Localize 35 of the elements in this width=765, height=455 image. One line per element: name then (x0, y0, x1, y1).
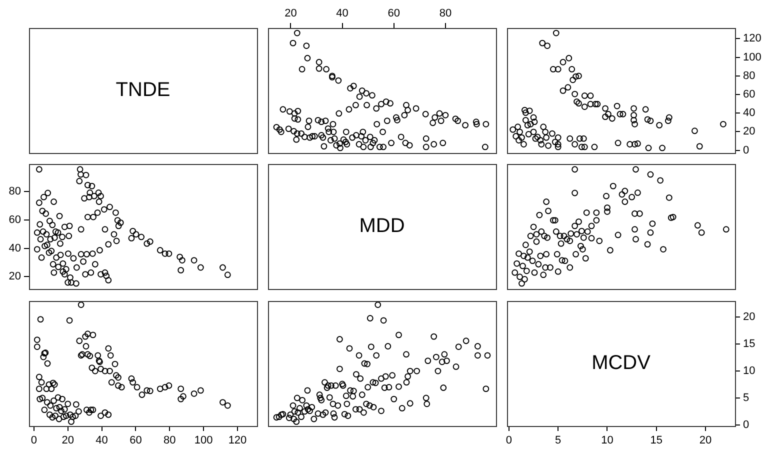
y-tick-label: 60 (743, 88, 756, 101)
y-tick-label: 20 (743, 126, 756, 138)
x-tick-label: 80 (164, 434, 176, 447)
x-tick-label: 0 (30, 434, 37, 447)
text: MDD (359, 215, 405, 238)
y-tick-label: 20 (743, 311, 756, 324)
x-tick-label: 15 (650, 434, 663, 447)
x-tick-label: 20 (284, 7, 297, 20)
y-tick-label: 80 (8, 186, 21, 198)
x-tick-label: 20 (62, 434, 74, 447)
x-tick-label: 40 (336, 7, 348, 20)
y-tick-label: 15 (743, 338, 756, 350)
x-tick-label: 60 (388, 7, 400, 20)
text: TNDE (116, 79, 170, 102)
y-tick-label: 100 (743, 51, 762, 64)
x-tick-label: 5 (555, 434, 562, 447)
y-tick-label: 0 (743, 144, 750, 156)
text: MCDV (592, 352, 652, 374)
y-tick-label: 5 (743, 392, 750, 404)
x-tick-label: 60 (130, 434, 142, 447)
y-tick-label: 40 (8, 242, 21, 254)
x-tick-label: 80 (439, 7, 452, 20)
y-tick-label: 60 (8, 214, 21, 226)
y-tick-label: 20 (8, 270, 21, 283)
y-tick-label: 80 (743, 70, 756, 82)
x-tick-label: 10 (601, 434, 614, 447)
y-tick-label: 120 (743, 32, 762, 45)
x-tick-label: 40 (96, 434, 108, 447)
x-tick-label: 20 (699, 434, 712, 447)
x-tick-label: 0 (506, 434, 512, 447)
x-tick-label: 120 (228, 434, 247, 447)
y-tick-label: 0 (743, 418, 750, 431)
y-tick-label: 40 (743, 107, 756, 120)
x-tick-label: 100 (194, 434, 213, 447)
y-tick-label: 10 (743, 365, 756, 378)
